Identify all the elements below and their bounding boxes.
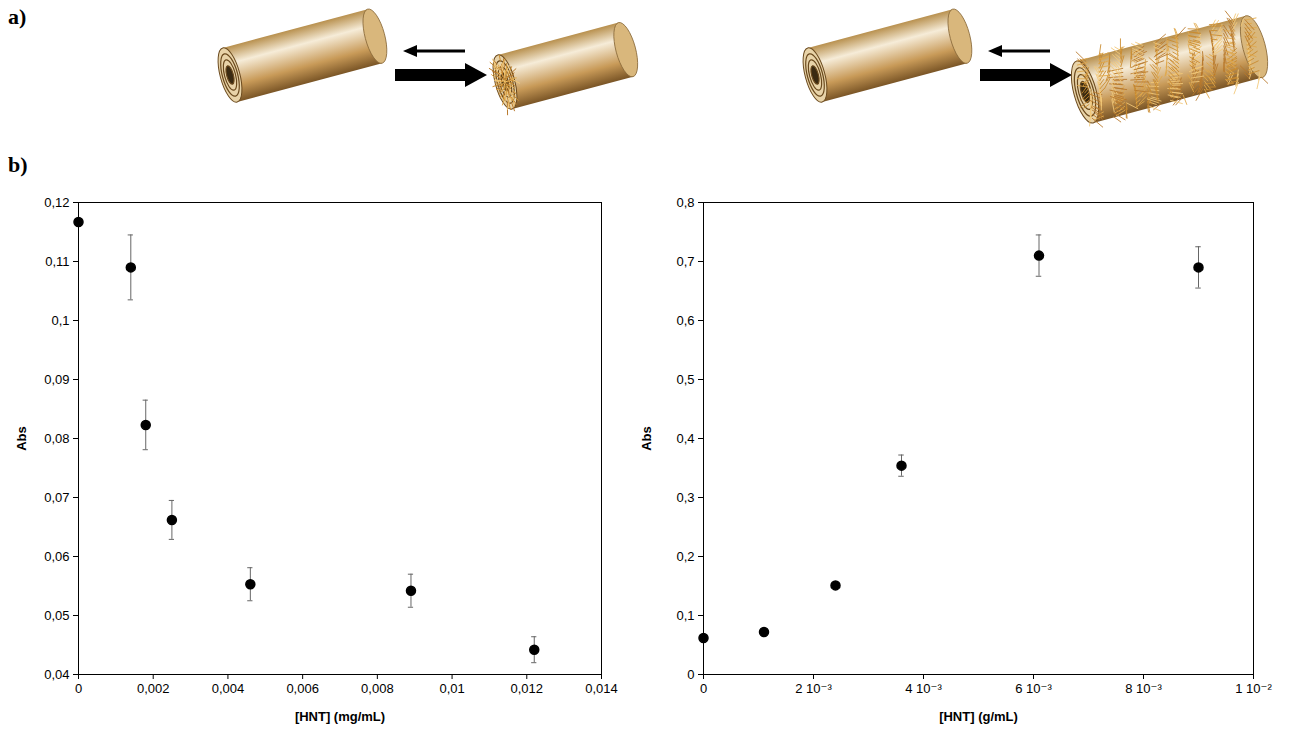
svg-text:0,05: 0,05 [44,608,69,623]
svg-text:0,002: 0,002 [137,681,170,696]
svg-text:8 10⁻³: 8 10⁻³ [1125,681,1162,696]
svg-text:1 10⁻²: 1 10⁻² [1235,681,1272,696]
svg-text:0,006: 0,006 [286,681,319,696]
svg-text:0,09: 0,09 [44,372,69,387]
svg-text:0,3: 0,3 [676,490,694,505]
svg-text:4 10⁻³: 4 10⁻³ [905,681,942,696]
svg-text:0: 0 [687,667,694,682]
svg-text:0,012: 0,012 [511,681,544,696]
svg-text:[HNT] (mg/mL): [HNT] (mg/mL) [295,709,385,724]
svg-text:0,2: 0,2 [676,549,694,564]
svg-text:Abs: Abs [14,426,29,451]
svg-text:Abs: Abs [639,426,654,451]
svg-text:0,12: 0,12 [44,195,69,210]
svg-text:0,1: 0,1 [51,313,69,328]
svg-text:2 10⁻³: 2 10⁻³ [795,681,832,696]
svg-text:0,4: 0,4 [676,431,694,446]
svg-text:0,004: 0,004 [212,681,245,696]
svg-text:0,04: 0,04 [44,667,69,682]
svg-text:0,6: 0,6 [676,313,694,328]
svg-text:0,8: 0,8 [676,195,694,210]
svg-text:0,11: 0,11 [45,254,69,269]
svg-text:0,5: 0,5 [676,372,694,387]
svg-text:[HNT] (g/mL): [HNT] (g/mL) [939,709,1018,724]
svg-text:0,008: 0,008 [361,681,394,696]
svg-text:0,06: 0,06 [44,549,69,564]
svg-text:0,08: 0,08 [44,431,69,446]
html-text:b): b) [8,152,28,177]
svg-text:0,7: 0,7 [676,254,694,269]
svg-text:0: 0 [700,681,707,696]
html-text:a): a) [8,4,27,29]
svg-text:0,01: 0,01 [439,681,464,696]
svg-text:0,1: 0,1 [676,608,694,623]
svg-text:0,014: 0,014 [585,681,618,696]
svg-text:0,07: 0,07 [44,490,69,505]
svg-text:6 10⁻³: 6 10⁻³ [1015,681,1052,696]
svg-text:0: 0 [75,681,82,696]
